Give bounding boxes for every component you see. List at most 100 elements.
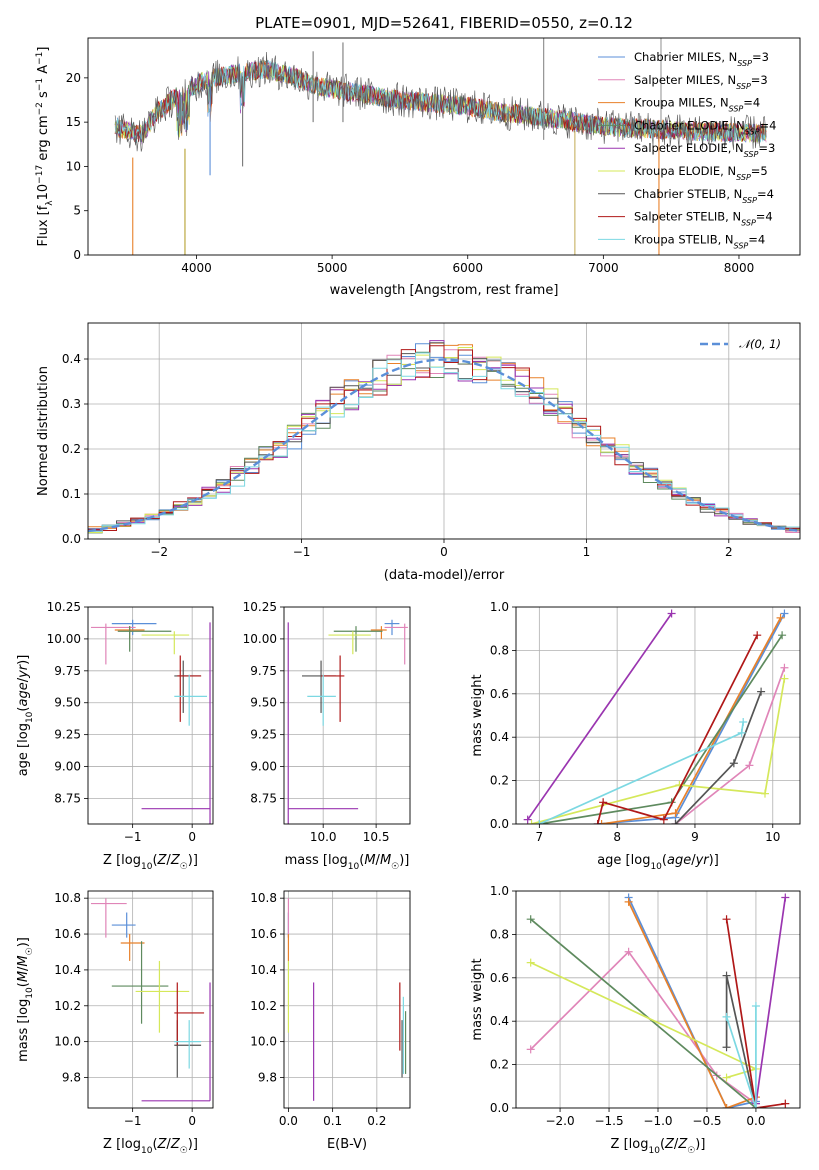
label-part: 10: [25, 987, 35, 999]
legend-text-part: Salpeter ELODIE, N: [634, 141, 744, 155]
x-tick-label: 8: [613, 830, 621, 844]
weight-marker: [722, 1012, 731, 1021]
panel-spectrum: 4000 5000 6000 7000 8000 0 5 10 15 20 wavelength […: [35, 37, 801, 298]
gaussian-reference-line: [88, 358, 800, 533]
weight-series-kroupa-stelib: [722, 1002, 760, 1108]
y-tick-label: 9.50: [250, 696, 277, 710]
weight-marker: [753, 631, 762, 640]
label-part: 10: [348, 862, 360, 872]
label-part: 10: [36, 184, 51, 201]
legend-text-part: =3: [758, 141, 775, 155]
axes-frame: [283, 890, 411, 1109]
label-part: /: [376, 853, 381, 868]
weight-series-salpeter-miles: [671, 663, 789, 824]
label-part: λ: [45, 200, 55, 206]
label-part: (: [152, 853, 157, 868]
weight-marker: [751, 1002, 760, 1011]
y-tick-label: 10.2: [54, 999, 81, 1013]
x-tick-label: −1: [124, 1114, 142, 1128]
histogram-salpeter-stelib: [88, 345, 800, 531]
y-tick-label: 9.8: [258, 1071, 277, 1085]
y-tick-label: 0.0: [62, 532, 81, 546]
x-tick-label: −2: [150, 545, 168, 559]
errorbar-point-kroupa-stelib: [174, 674, 208, 726]
legend-text-part: Chabrier ELODIE, N: [634, 118, 745, 132]
errorbar-point-salpeter-miles: [90, 898, 127, 938]
label-part: /: [674, 1137, 679, 1152]
x-tick-label: 0.0: [746, 1114, 765, 1128]
label-part: Z: [170, 853, 181, 868]
weight-marker: [737, 728, 746, 737]
errorbar-point-kroupa-elodie: [141, 631, 190, 655]
y-axis-label: mass weight: [470, 674, 485, 756]
label-part: /: [166, 1137, 171, 1152]
label-part: /: [16, 677, 31, 682]
y-tick-label: 15: [66, 115, 81, 129]
y-tick-label: 10.00: [47, 632, 81, 646]
y-tick-label: 0.8: [490, 927, 509, 941]
weight-line: [539, 634, 783, 824]
label-part: )]: [16, 937, 31, 947]
legend-text-part: Salpeter MILES, N: [634, 73, 736, 87]
weight-series-chabrier-miles: [593, 609, 789, 824]
legend-text-part: SSP: [737, 59, 752, 68]
weight-marker: [599, 798, 608, 807]
weight-marker: [722, 1043, 731, 1052]
x-tick-label: −1.0: [643, 1114, 672, 1128]
label-part: Z [log: [611, 1137, 649, 1152]
errorbar-point-salpeter-stelib: [321, 655, 345, 722]
x-tick-label: −0.5: [692, 1114, 721, 1128]
label-part: Z [log: [103, 853, 141, 868]
label-part: mass [log: [285, 853, 348, 868]
legend-text-part: SSP: [729, 104, 744, 113]
weight-line: [627, 897, 757, 1108]
label-part: yr: [16, 663, 31, 679]
y-tick-label: 9.75: [250, 664, 277, 678]
y-tick-label: 0.1: [62, 487, 81, 501]
y-tick-label: 10.00: [243, 632, 277, 646]
legend-text-part: =4: [756, 210, 773, 224]
label-part: /: [691, 853, 696, 868]
y-tick-label: 10.4: [54, 963, 81, 977]
label-part: ☉: [687, 1146, 695, 1156]
weight-line: [530, 961, 759, 1079]
panel-residuals: −2 −1 0 1 2 0.0 0.1 0.2 0.3 0.4 𝒩(0, 1) (data-model…: [36, 322, 801, 583]
label-part: Z: [170, 1137, 181, 1152]
weight-line: [627, 901, 757, 1108]
weight-marker: [722, 1104, 731, 1108]
plot-area-Z-weight: [516, 891, 800, 1108]
legend-text-part: =5: [751, 164, 768, 178]
x-tick-label: −1: [124, 830, 142, 844]
y-tick-label: 10.25: [243, 600, 277, 614]
errorbar-point-kroupa-elodie: [135, 960, 190, 1033]
y-tick-label: 0.3: [62, 397, 81, 411]
panel-mass-age: 10.0 10.5 8.75 9.00 9.25 9.50 9.75 10.00 10.25 ma…: [243, 600, 411, 872]
y-tick-label: 8.75: [250, 791, 277, 805]
legend-entry: Chabrier ELODIE, NSSP=4: [634, 118, 776, 136]
weight-series-salpeter-elodie: [751, 893, 790, 1108]
x-axis-label: E(B-V): [327, 1137, 367, 1152]
x-tick-label: 0.1: [323, 1114, 342, 1128]
label-part: (: [16, 982, 31, 987]
weight-line: [596, 634, 758, 824]
label-part: −2: [35, 102, 45, 115]
y-tick-label: 10: [66, 159, 81, 173]
errorbar-point-salpeter-miles: [384, 623, 408, 665]
weight-marker: [722, 971, 731, 980]
y-tick-label: 8.75: [54, 791, 81, 805]
y-tick-label: 5: [73, 204, 81, 218]
weight-marker: [778, 631, 787, 640]
weight-series-salpeter-miles: [526, 947, 760, 1108]
weight-marker: [671, 820, 680, 824]
label-part: Z: [664, 1137, 675, 1152]
x-tick-label: 0: [440, 545, 448, 559]
y-tick-label: 9.50: [54, 696, 81, 710]
label-part: )]: [695, 1137, 705, 1152]
weight-series-kroupa-stelib: [535, 718, 748, 824]
axes-frame: [87, 606, 214, 825]
legend-entry: Salpeter MILES, NSSP=3: [634, 73, 768, 91]
errorbar-point-salpeter-elodie: [141, 622, 211, 824]
weight-marker: [757, 687, 766, 696]
weight-marker: [593, 820, 602, 824]
y-tick-label: 10.0: [54, 1035, 81, 1049]
